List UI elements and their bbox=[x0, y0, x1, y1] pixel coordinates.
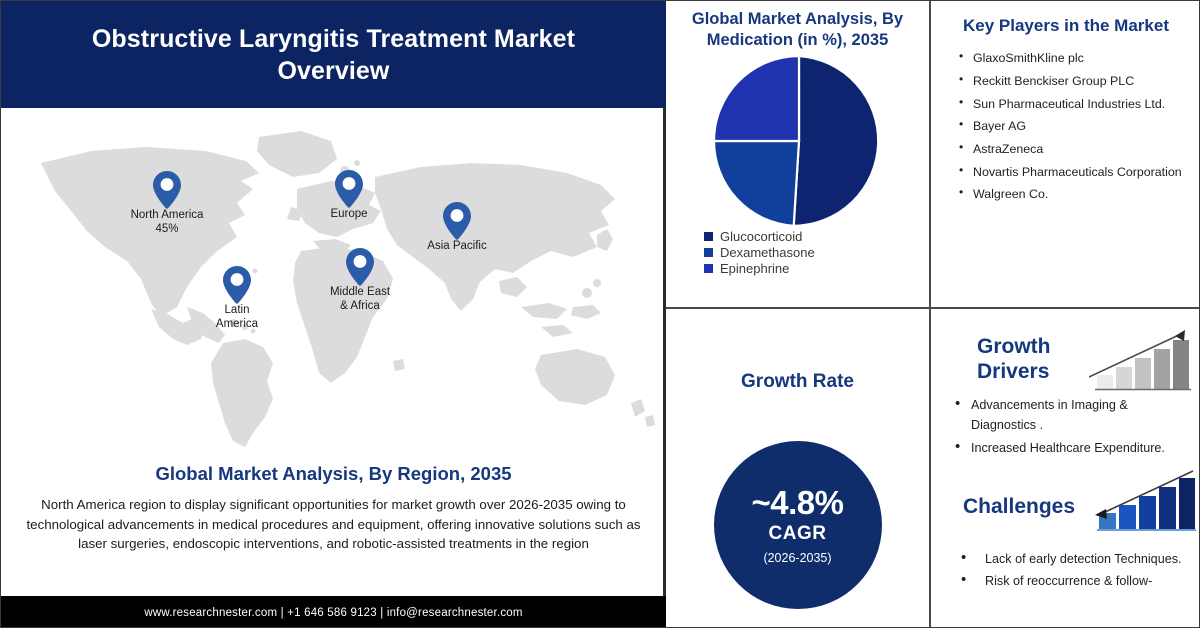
growth-drivers-bar-chart bbox=[1088, 327, 1193, 398]
region-analysis-title: Global Market Analysis, By Region, 2035 bbox=[155, 463, 512, 484]
legend-item-glucocorticoid: Glucocorticoid bbox=[704, 229, 929, 244]
pie-slice-epinephrine bbox=[712, 54, 800, 143]
list-item: Walgreen Co. bbox=[959, 182, 1191, 206]
pie-slice-dexamethasone bbox=[712, 139, 800, 227]
cagr-period: (2026-2035) bbox=[763, 550, 832, 565]
map-marker-label: Asia Pacific bbox=[427, 240, 487, 252]
footer-bar: www.researchnester.com | +1 646 586 9123… bbox=[1, 596, 666, 627]
pie-slice-glucocorticoid bbox=[792, 54, 879, 227]
list-item: Reckitt Benckiser Group PLC bbox=[959, 69, 1191, 93]
legend-item-epinephrine: Epinephrine bbox=[704, 261, 929, 276]
legend-label: Dexamethasone bbox=[720, 244, 815, 260]
pie-legend: Glucocorticoid Dexamethasone Epinephrine bbox=[704, 229, 929, 276]
location-pin-icon bbox=[335, 170, 363, 208]
growth-rate-panel: Growth Rate ~4.8% CAGR (2026-2035) bbox=[666, 309, 931, 627]
map-landmasses bbox=[41, 131, 655, 447]
challenges-bar-chart bbox=[1089, 467, 1197, 538]
legend-swatch-icon bbox=[704, 231, 713, 241]
bar-chart-ascending-gray-icon bbox=[1088, 330, 1191, 391]
legend-swatch-icon bbox=[704, 263, 713, 273]
page-header: Obstructive Laryngitis Treatment Market … bbox=[1, 1, 666, 108]
drivers-challenges-panel: Growth Drivers Advancements in Imaging &… bbox=[931, 309, 1199, 627]
legend-label: Glucocorticoid bbox=[720, 228, 803, 244]
list-item: Bayer AG bbox=[959, 114, 1191, 138]
page-title: Obstructive Laryngitis Treatment Market … bbox=[91, 24, 576, 85]
cagr-value: ~4.8% bbox=[751, 483, 845, 521]
legend-item-dexamethasone: Dexamethasone bbox=[704, 245, 929, 260]
key-players-title: Key Players in the Market bbox=[963, 16, 1169, 35]
growth-drivers-list: Advancements in Imaging & Diagnostics . … bbox=[953, 392, 1191, 460]
medication-pie-chart bbox=[666, 51, 931, 227]
map-marker-label: North America 45% bbox=[130, 209, 204, 235]
challenges-title: Challenges bbox=[963, 495, 1076, 518]
medication-panel: Global Market Analysis, By Medication (i… bbox=[666, 1, 931, 309]
location-pin-icon bbox=[223, 266, 251, 304]
left-panel: Obstructive Laryngitis Treatment Market … bbox=[1, 1, 666, 627]
key-players-list: GlaxoSmithKline plc Reckitt Benckiser Gr… bbox=[931, 46, 1199, 206]
map-marker-label: Middle East & Africa bbox=[329, 286, 391, 312]
key-players-panel: Key Players in the Market GlaxoSmithKlin… bbox=[931, 1, 1199, 309]
footer-contact-text: www.researchnester.com | +1 646 586 9123… bbox=[144, 606, 523, 619]
map-marker-label: Latin America bbox=[215, 304, 259, 330]
cagr-badge: ~4.8% CAGR (2026-2035) bbox=[713, 441, 882, 609]
region-analysis-description: North America region to display signific… bbox=[26, 497, 641, 552]
list-item: AstraZeneca bbox=[959, 137, 1191, 161]
list-item: Risk of reoccurrence & follow- bbox=[959, 568, 1197, 593]
list-item: GlaxoSmithKline plc bbox=[959, 46, 1191, 70]
challenges-list: Lack of early detection Techniques. Risk… bbox=[959, 546, 1197, 594]
location-pin-icon bbox=[346, 248, 374, 286]
location-pin-icon bbox=[153, 171, 181, 209]
bar-chart-ascending-blue-icon bbox=[1095, 470, 1196, 531]
list-item: Novartis Pharmaceuticals Corporation bbox=[959, 160, 1191, 184]
list-item: Sun Pharmaceutical Industries Ltd. bbox=[959, 92, 1191, 116]
legend-label: Epinephrine bbox=[720, 260, 790, 276]
map-marker-label: Europe bbox=[330, 208, 368, 220]
cagr-metric: CAGR bbox=[768, 522, 827, 544]
medication-title: Global Market Analysis, By Medication (i… bbox=[691, 10, 904, 49]
pie-chart-svg bbox=[712, 54, 879, 227]
growth-drivers-title: Growth Drivers bbox=[977, 335, 1051, 383]
list-item: Lack of early detection Techniques. bbox=[959, 546, 1197, 571]
list-item: Increased Healthcare Expenditure. bbox=[953, 435, 1191, 460]
location-pin-icon bbox=[443, 202, 471, 240]
world-map-svg bbox=[41, 131, 655, 447]
list-item: Advancements in Imaging & Diagnostics . bbox=[953, 392, 1191, 436]
world-map: North America 45% Latin America bbox=[1, 111, 666, 451]
legend-swatch-icon bbox=[704, 247, 713, 257]
growth-rate-title: Growth Rate bbox=[741, 371, 854, 392]
